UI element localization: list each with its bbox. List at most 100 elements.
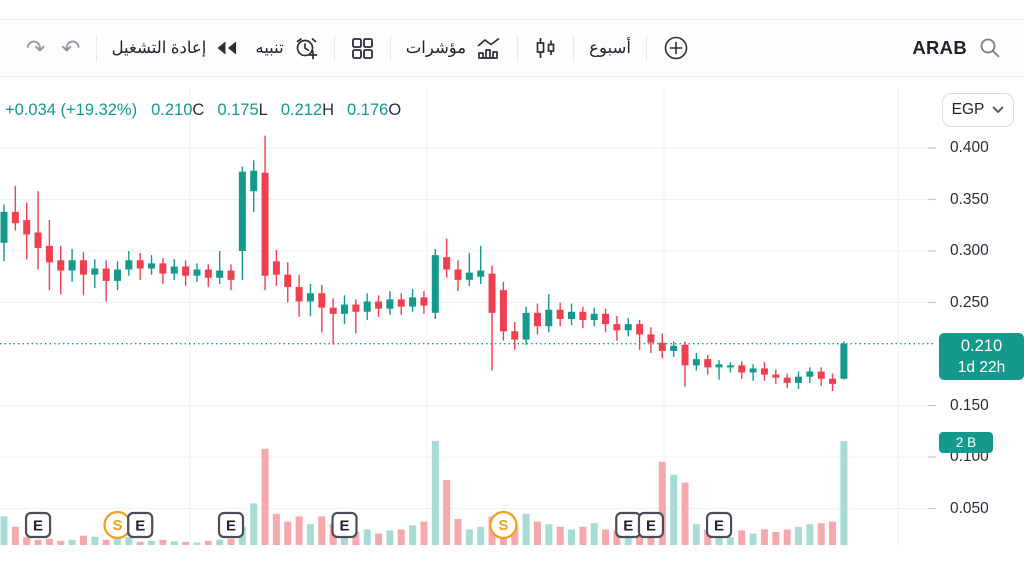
compare-add-button[interactable]	[654, 28, 698, 68]
interval-button[interactable]: أسبوع	[581, 32, 639, 64]
interval-label: أسبوع	[589, 39, 631, 57]
toolbar-separator	[95, 34, 97, 62]
redo-button[interactable]: ↷	[18, 31, 53, 66]
candle-up	[216, 270, 224, 278]
volume-bar	[295, 516, 303, 545]
candle-down	[488, 273, 496, 313]
redo-icon: ↷	[26, 34, 46, 61]
volume-bar	[636, 529, 644, 545]
volume-bar	[556, 526, 564, 545]
volume-bar	[57, 540, 65, 545]
candle-up	[114, 269, 121, 281]
volume-bar	[783, 529, 791, 545]
volume-bar	[477, 526, 485, 545]
volume-bar	[533, 521, 541, 545]
replay-button[interactable]: إعادة التشغيل	[104, 32, 248, 64]
candle-down	[159, 263, 167, 274]
earnings-marker[interactable]	[217, 511, 245, 539]
candle-down	[579, 311, 587, 321]
candle-up	[726, 365, 734, 368]
alert-button[interactable]: تنبيه	[247, 29, 326, 67]
undo-button[interactable]: ↶	[53, 31, 88, 66]
earnings-marker-label: E	[646, 518, 656, 535]
volume-bar	[23, 537, 31, 545]
volume-bar	[568, 529, 575, 545]
chart-style-button[interactable]	[525, 29, 566, 68]
indicators-button[interactable]: مؤشرات	[398, 30, 510, 67]
volume-bar	[0, 516, 8, 545]
volume-bar	[11, 526, 19, 545]
candle-down	[375, 301, 383, 309]
candle-up	[522, 312, 530, 340]
volume-bar	[182, 541, 190, 545]
volume-bar	[363, 529, 371, 545]
volume-bar	[829, 521, 837, 545]
candle-down	[658, 342, 666, 351]
candle-down	[704, 359, 712, 368]
candle-down	[318, 293, 326, 308]
candle-up	[409, 297, 417, 307]
candle-down	[136, 260, 144, 269]
legend-pair: 0.212H	[281, 101, 334, 119]
volume-bar	[465, 529, 473, 545]
volume-bar	[136, 541, 144, 545]
earnings-marker-label: E	[623, 518, 633, 535]
legend-key: H	[322, 101, 335, 119]
candle-up	[624, 324, 632, 331]
volume-bar	[261, 448, 269, 545]
candle-up	[590, 313, 598, 321]
volume-bar	[840, 441, 848, 545]
price-axis-label: 0.250	[950, 293, 989, 311]
volume-bar	[443, 480, 451, 545]
candlestick-icon	[533, 35, 558, 62]
candle-down	[556, 309, 564, 319]
volume-bar	[397, 529, 405, 545]
legend-key: O	[388, 101, 402, 119]
volume-bar	[284, 521, 292, 545]
indicators-chart-icon	[475, 36, 502, 61]
candle-up	[806, 371, 814, 377]
candle-down	[57, 260, 65, 271]
candle-down	[613, 324, 621, 331]
volume-bar	[193, 542, 201, 545]
price-axis-label: 0.150	[950, 396, 989, 414]
toolbar-separator	[573, 34, 575, 62]
symbol-search-button[interactable]: ARAB	[904, 30, 1010, 66]
alarm-clock-plus-icon	[293, 35, 319, 61]
price-change: +0.034 (+19.32%)	[5, 101, 138, 119]
volume-bar	[772, 532, 780, 545]
earnings-marker[interactable]	[637, 511, 665, 539]
layout-grid-button[interactable]	[342, 30, 383, 67]
candle-down	[182, 266, 190, 276]
volume-bar	[420, 521, 428, 545]
earnings-marker[interactable]	[705, 511, 733, 539]
price-axis-label: 0.350	[950, 190, 989, 208]
candle-up	[68, 260, 76, 271]
volume-bar	[375, 533, 383, 545]
price-axis[interactable]: EGP 0.400 0.350 0.300 0.250 0.150 0.100 0.050 …	[936, 80, 1024, 576]
earnings-marker[interactable]	[331, 511, 358, 539]
split-marker-label: S	[498, 517, 508, 534]
split-marker[interactable]	[489, 510, 518, 540]
replay-label: إعادة التشغيل	[111, 39, 207, 57]
legend-value: 0.212	[280, 101, 323, 119]
candle-up	[715, 364, 723, 368]
legend-pair: 0.175L	[217, 101, 267, 119]
volume-bar	[624, 532, 632, 545]
candle-down	[227, 270, 235, 280]
current-price-badge: 0.210 1d 22h	[939, 332, 1024, 380]
currency-selector[interactable]: EGP	[942, 93, 1014, 127]
candle-up	[465, 272, 473, 280]
earnings-marker[interactable]	[127, 511, 154, 539]
candle-down	[272, 261, 280, 275]
earnings-marker[interactable]	[24, 511, 52, 539]
volume-bar	[726, 537, 734, 545]
volume-bar	[817, 523, 825, 545]
chart-canvas[interactable]: S SE E E E E E E	[0, 80, 936, 576]
volume-bar	[227, 538, 235, 545]
candle-up	[170, 266, 178, 274]
volume-bar	[704, 529, 712, 545]
legend-value: 0.210	[151, 101, 193, 119]
volume-bar	[431, 441, 439, 545]
alert-label: تنبيه	[255, 39, 284, 57]
